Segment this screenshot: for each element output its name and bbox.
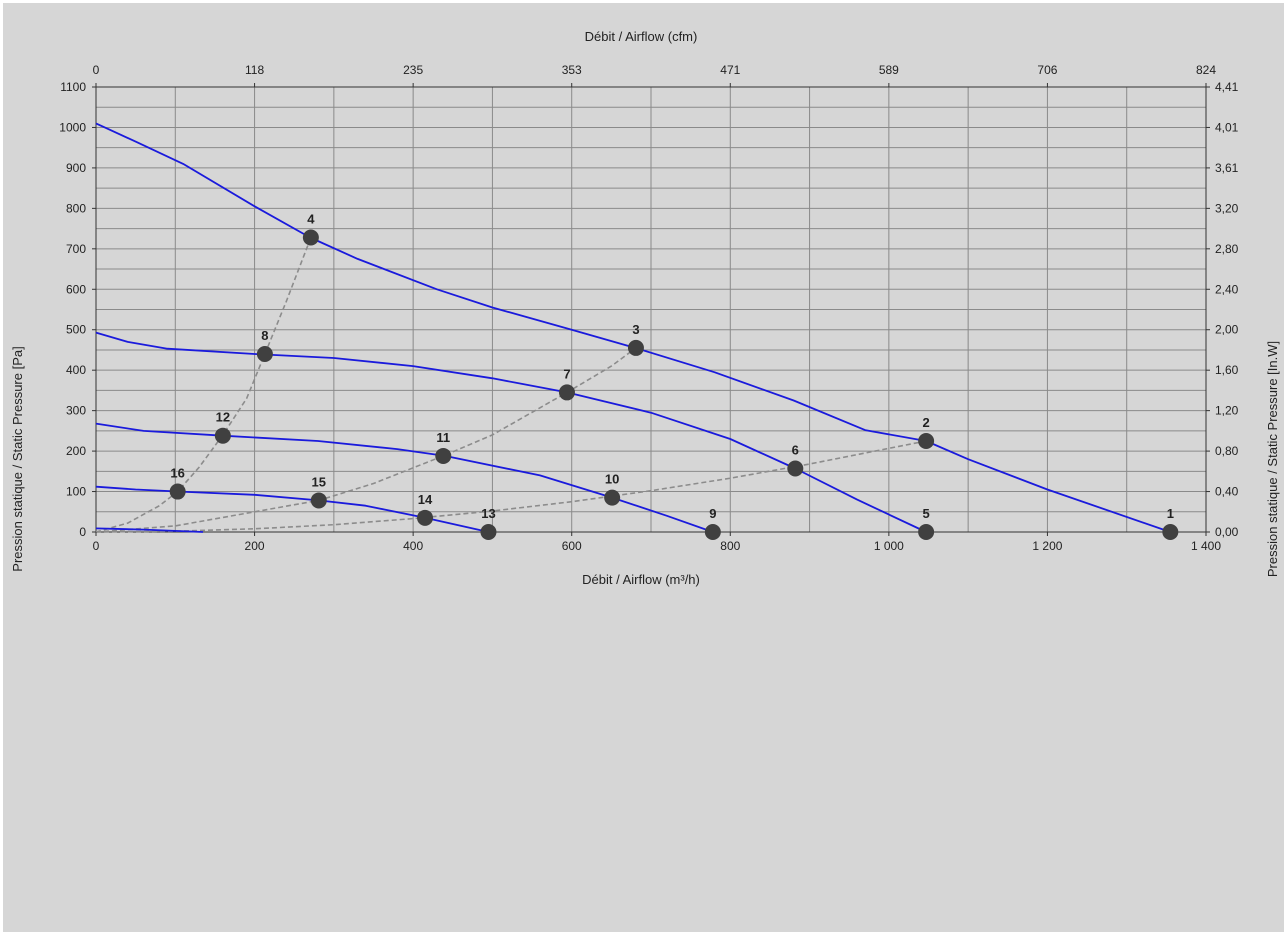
x-bottom-tick-label: 200 (245, 539, 265, 553)
operating-point-marker (787, 460, 804, 477)
x-bottom-tick-label: 1 400 (1191, 539, 1221, 553)
y-left-tick-label: 500 (66, 323, 86, 337)
x-top-tick-label: 471 (720, 63, 740, 77)
operating-point-marker (435, 447, 452, 464)
x-bottom-tick-label: 600 (562, 539, 582, 553)
operating-point-label: 11 (436, 430, 450, 445)
operating-point-label: 7 (563, 366, 570, 381)
y-right-tick-label: 1,60 (1215, 363, 1239, 377)
operating-point-label: 12 (216, 410, 230, 425)
operating-point-marker (627, 339, 644, 356)
y-left-tick-label: 700 (66, 242, 86, 256)
fan-curve (95, 122, 1171, 533)
operating-point-label: 16 (170, 466, 184, 481)
operating-point-label: 4 (307, 211, 315, 226)
y-left-tick-label: 800 (66, 201, 86, 215)
x-bottom-tick-label: 800 (720, 539, 740, 553)
y-right-tick-label: 2,80 (1215, 242, 1239, 256)
x-top-tick-label: 235 (403, 63, 423, 77)
operating-point-label: 1 (1167, 506, 1174, 521)
chart-background (3, 3, 1284, 932)
system-curve (95, 347, 637, 533)
y-left-tick-label: 300 (66, 404, 86, 418)
operating-point-label: 8 (261, 328, 268, 343)
fan-curve (95, 422, 714, 533)
y-right-tick-label: 1,20 (1215, 404, 1239, 418)
y-right-tick-label: 0,00 (1215, 525, 1239, 539)
fan-curve (95, 527, 204, 533)
y-right-tick-label: 4,01 (1215, 120, 1239, 134)
y-left-axis-title: Pression statique / Static Pressure [Pa] (10, 346, 25, 571)
y-right-tick-label: 2,00 (1215, 323, 1239, 337)
x-bottom-tick-label: 0 (93, 539, 100, 553)
x-bottom-tick-label: 1 000 (874, 539, 904, 553)
y-right-tick-label: 4,41 (1215, 80, 1239, 94)
x-top-tick-label: 824 (1196, 63, 1216, 77)
operating-point-label: 14 (418, 492, 433, 507)
x-top-tick-label: 706 (1037, 63, 1057, 77)
x-top-tick-label: 589 (879, 63, 899, 77)
y-left-tick-label: 0 (79, 525, 86, 539)
operating-point-label: 13 (481, 506, 495, 521)
operating-point-marker (604, 489, 621, 506)
x-top-axis-title: Débit / Airflow (cfm) (585, 29, 698, 44)
operating-point-marker (417, 509, 434, 526)
y-left-tick-label: 1000 (59, 120, 86, 134)
operating-point-label: 10 (605, 472, 619, 487)
plot-frame (95, 86, 1207, 533)
operating-point-label: 2 (923, 415, 930, 430)
x-bottom-tick-label: 1 200 (1032, 539, 1062, 553)
y-left-tick-label: 1100 (60, 80, 86, 94)
system-curves (95, 237, 927, 533)
operating-point-marker (214, 427, 231, 444)
operating-point-marker (310, 492, 327, 509)
y-right-tick-label: 0,40 (1215, 485, 1239, 499)
operating-point-label: 6 (792, 442, 799, 457)
operating-point-marker (1162, 524, 1179, 540)
y-left-tick-label: 100 (66, 485, 86, 499)
y-left-tick-label: 200 (66, 444, 86, 458)
y-left-tick-label: 600 (66, 282, 86, 296)
y-left-tick-label: 400 (66, 363, 86, 377)
operating-point-marker (256, 346, 273, 362)
x-top-tick-label: 0 (93, 63, 100, 77)
operating-point-label: 15 (312, 474, 326, 489)
grid (96, 87, 1206, 532)
system-curve (95, 440, 927, 533)
fan-curve (95, 485, 489, 533)
operating-point-marker (480, 524, 497, 540)
x-top-tick-label: 353 (562, 63, 582, 77)
y-left-tick-label: 900 (66, 161, 86, 175)
operating-point-marker (918, 524, 935, 540)
operating-point-label: 5 (923, 506, 930, 521)
x-top-tick-label: 118 (245, 63, 264, 77)
operating-point-label: 9 (709, 506, 716, 521)
operating-point-label: 3 (632, 322, 639, 337)
x-bottom-tick-label: 400 (403, 539, 423, 553)
operating-point-marker (302, 229, 319, 246)
y-right-tick-label: 0,80 (1215, 444, 1239, 458)
operating-point-marker (704, 524, 721, 540)
system-curve (95, 237, 312, 533)
y-right-tick-label: 3,20 (1215, 201, 1239, 215)
operating-point-marker (558, 384, 575, 401)
y-right-tick-label: 3,61 (1215, 161, 1239, 175)
operating-point-marker (169, 483, 186, 500)
y-right-tick-label: 2,40 (1215, 282, 1239, 296)
y-right-axis-title: Pression statique / Static Pressure [In.… (1265, 341, 1280, 577)
operating-point-marker (918, 432, 935, 449)
x-bottom-axis-title: Débit / Airflow (m³/h) (582, 572, 700, 587)
